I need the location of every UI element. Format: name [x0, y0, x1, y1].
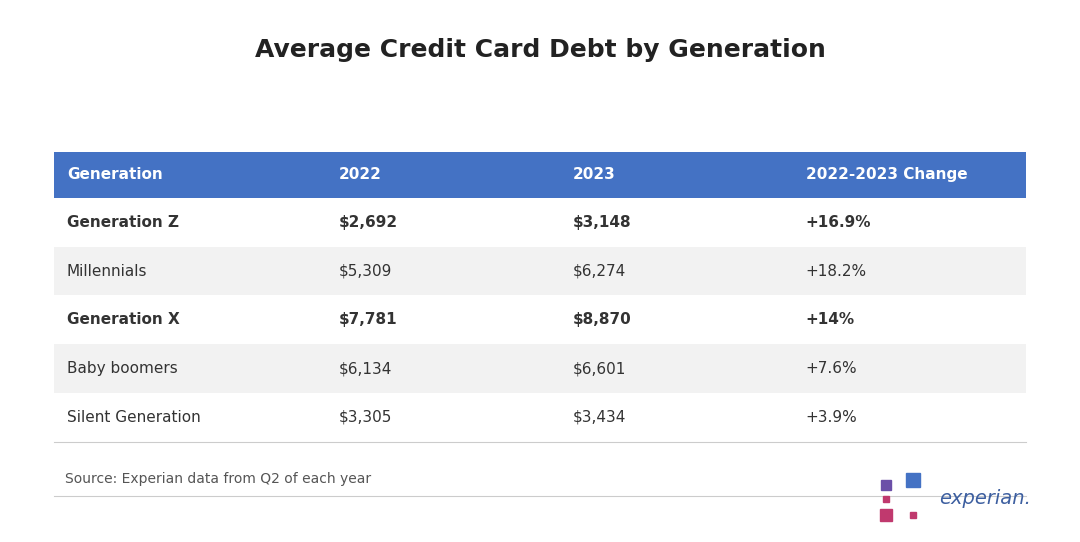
FancyBboxPatch shape — [326, 393, 559, 442]
FancyBboxPatch shape — [54, 295, 326, 344]
Text: $6,601: $6,601 — [572, 361, 625, 376]
Text: 2022: 2022 — [339, 167, 382, 182]
FancyBboxPatch shape — [54, 152, 326, 198]
Text: experian.: experian. — [940, 489, 1031, 508]
Text: $8,870: $8,870 — [572, 312, 631, 327]
FancyBboxPatch shape — [559, 393, 793, 442]
Text: +14%: +14% — [806, 312, 854, 327]
Text: 2023: 2023 — [572, 167, 616, 182]
Text: $5,309: $5,309 — [339, 263, 392, 279]
Text: Generation X: Generation X — [67, 312, 179, 327]
Text: $7,781: $7,781 — [339, 312, 397, 327]
FancyBboxPatch shape — [793, 152, 1026, 198]
Text: $6,274: $6,274 — [572, 263, 625, 279]
Text: +3.9%: +3.9% — [806, 410, 858, 425]
FancyBboxPatch shape — [559, 198, 793, 247]
Text: +7.6%: +7.6% — [806, 361, 858, 376]
FancyBboxPatch shape — [793, 295, 1026, 344]
FancyBboxPatch shape — [54, 247, 326, 295]
Text: +16.9%: +16.9% — [806, 215, 872, 230]
FancyBboxPatch shape — [559, 247, 793, 295]
Text: Average Credit Card Debt by Generation: Average Credit Card Debt by Generation — [255, 38, 825, 62]
Text: Silent Generation: Silent Generation — [67, 410, 201, 425]
Text: Generation: Generation — [67, 167, 163, 182]
Text: Generation Z: Generation Z — [67, 215, 179, 230]
FancyBboxPatch shape — [326, 295, 559, 344]
Text: $3,305: $3,305 — [339, 410, 392, 425]
FancyBboxPatch shape — [54, 393, 326, 442]
Text: Baby boomers: Baby boomers — [67, 361, 178, 376]
FancyBboxPatch shape — [559, 295, 793, 344]
Text: Source: Experian data from Q2 of each year: Source: Experian data from Q2 of each ye… — [65, 472, 370, 486]
FancyBboxPatch shape — [559, 344, 793, 393]
Text: +18.2%: +18.2% — [806, 263, 867, 279]
FancyBboxPatch shape — [54, 344, 326, 393]
FancyBboxPatch shape — [326, 198, 559, 247]
FancyBboxPatch shape — [326, 247, 559, 295]
FancyBboxPatch shape — [793, 344, 1026, 393]
FancyBboxPatch shape — [793, 393, 1026, 442]
FancyBboxPatch shape — [559, 152, 793, 198]
Text: $2,692: $2,692 — [339, 215, 399, 230]
Text: $3,148: $3,148 — [572, 215, 631, 230]
FancyBboxPatch shape — [793, 198, 1026, 247]
Text: $3,434: $3,434 — [572, 410, 625, 425]
FancyBboxPatch shape — [326, 344, 559, 393]
Text: 2022-2023 Change: 2022-2023 Change — [806, 167, 968, 182]
FancyBboxPatch shape — [326, 152, 559, 198]
Text: Millennials: Millennials — [67, 263, 148, 279]
FancyBboxPatch shape — [793, 247, 1026, 295]
FancyBboxPatch shape — [54, 198, 326, 247]
Text: $6,134: $6,134 — [339, 361, 392, 376]
